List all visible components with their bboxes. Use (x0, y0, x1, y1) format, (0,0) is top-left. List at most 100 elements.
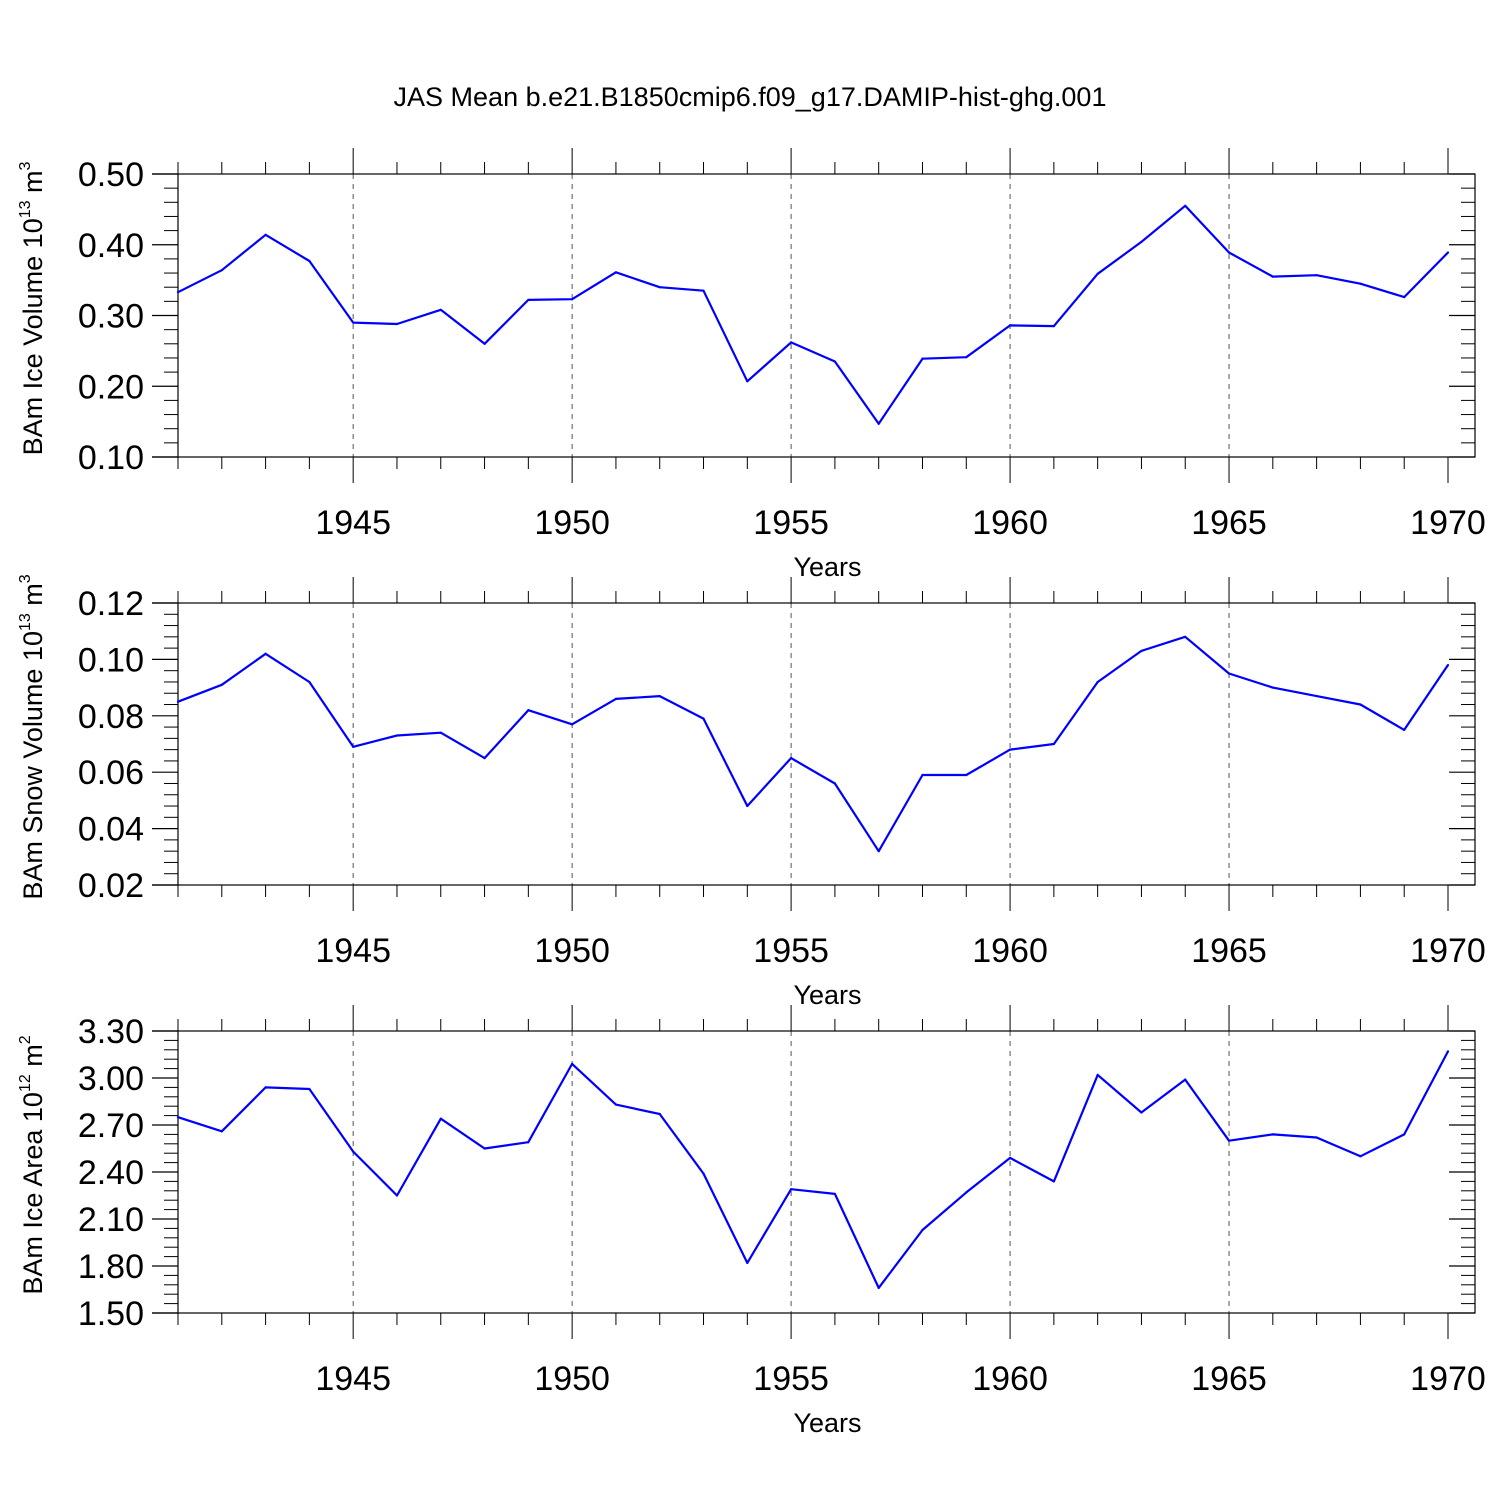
chart-1-series-line (177, 204, 1449, 425)
chart-3-point-1956 (833, 1192, 836, 1196)
chart-1-point-1963 (1140, 240, 1143, 244)
chart-1-point-1967 (1315, 274, 1318, 277)
chart-3-point-1944 (308, 1087, 311, 1091)
chart-3-point-1948 (483, 1147, 486, 1150)
chart-2-point-1964 (1184, 635, 1187, 638)
ice-area-panel: 1.50 1.80 2.10 2.40 2.70 3.00 3.30 1945 1950 1955… (17, 1005, 1486, 1438)
chart-3-xtick-label-1945: 1945 (315, 1360, 391, 1398)
chart-1-point-1941 (176, 291, 180, 294)
chart-2-point-1962 (1096, 680, 1099, 684)
chart-2-point-1945 (352, 745, 355, 748)
chart-2-ytick-label-0.04: 0.04 (78, 811, 144, 849)
chart-1-xlabel: Years (793, 552, 861, 582)
chart-2-point-1965 (1227, 672, 1231, 675)
chart-1-ylabel-exp: 13 (17, 200, 34, 218)
chart-1-point-1950 (571, 298, 574, 301)
chart-1-ytick-label-0.50: 0.50 (78, 156, 144, 194)
chart-3-ytick-label-2.70: 2.70 (78, 1107, 144, 1145)
chart-3-point-1953 (702, 1172, 705, 1175)
chart-3-point-1945 (352, 1150, 355, 1153)
chart-1-ylabel-unit: m (18, 170, 48, 200)
chart-1-point-1957 (877, 422, 880, 425)
chart-3-point-1950 (571, 1062, 574, 1065)
chart-3-point-1965 (1227, 1139, 1231, 1142)
chart-3-xtick-label-1960: 1960 (972, 1360, 1048, 1398)
chart-2-xtick-label-1950: 1950 (534, 932, 610, 970)
chart-2-point-1941 (176, 700, 180, 703)
chart-1-xtick-label-1965: 1965 (1191, 504, 1267, 542)
chart-3-point-1947 (439, 1117, 442, 1120)
chart-3-point-1954 (746, 1261, 749, 1264)
chart-2-point-1943 (264, 652, 267, 655)
chart-1-point-1966 (1271, 275, 1274, 278)
chart-2-xtick-label-1955: 1955 (753, 932, 829, 970)
chart-3-ytick-label-3.30: 3.30 (78, 1013, 144, 1051)
chart-1-xtick-label-1970: 1970 (1410, 504, 1486, 542)
chart-2-point-1955 (790, 757, 793, 760)
chart-1-point-1961 (1052, 325, 1055, 328)
chart-3-point-1942 (220, 1130, 223, 1133)
chart-2-point-1961 (1052, 742, 1055, 746)
chart-3-xtick-label-1965: 1965 (1191, 1360, 1267, 1398)
chart-3-point-1964 (1184, 1078, 1187, 1081)
ice-volume-panel: 0.10 0.20 0.30 0.40 0.50 1945 1950 1955 1960 1965… (17, 148, 1486, 582)
chart-2-point-1956 (833, 782, 836, 785)
chart-1-frame (177, 173, 1476, 458)
chart-1-ytick-label-0.20: 0.20 (78, 368, 144, 406)
chart-1-ylabel: BAm Ice Volume 1013 m3 (17, 161, 48, 455)
chart-3-xlabel: Years (793, 1408, 861, 1438)
chart-2-point-1944 (308, 680, 311, 684)
chart-2-point-1970 (1446, 663, 1450, 667)
chart-3-point-1966 (1271, 1133, 1274, 1136)
chart-3-point-1968 (1359, 1155, 1362, 1158)
chart-2-series-line (177, 635, 1449, 853)
chart-2-point-1950 (571, 723, 574, 726)
chart-2-point-1967 (1315, 694, 1318, 698)
chart-3-point-1959 (965, 1191, 968, 1194)
chart-1-point-1944 (308, 259, 311, 263)
chart-1-point-1965 (1227, 251, 1231, 254)
chart-2-xtick-label-1965: 1965 (1191, 932, 1267, 970)
chart-3-point-1970 (1446, 1050, 1450, 1053)
chart-3-point-1943 (264, 1086, 267, 1089)
chart-3-point-1958 (921, 1228, 924, 1232)
chart-2-point-1952 (658, 694, 661, 698)
chart-2-point-1957 (877, 850, 880, 853)
chart-3-ylabel-unit-exp: 2 (17, 1035, 34, 1044)
chart-1-point-1949 (527, 298, 530, 302)
chart-3-point-1946 (395, 1194, 399, 1197)
snow-volume-panel: 0.02 0.04 0.06 0.08 0.10 0.12 1945 1950 1955 1960… (17, 574, 1486, 1010)
chart-2-xlabel: Years (793, 980, 861, 1010)
chart-3-point-1962 (1096, 1073, 1099, 1076)
chart-3-ylabel-unit: m (18, 1044, 48, 1074)
chart-3-ytick-label-2.40: 2.40 (78, 1154, 144, 1192)
chart-1-point-1969 (1403, 296, 1406, 299)
chart-3-xtick-label-1950: 1950 (534, 1360, 610, 1398)
chart-2-point-1948 (483, 757, 486, 760)
chart-1-ytick-label-0.40: 0.40 (78, 227, 144, 265)
chart-3-xtick-label-1970: 1970 (1410, 1360, 1486, 1398)
chart-3-ytick-label-1.80: 1.80 (78, 1248, 144, 1286)
chart-1-point-1962 (1096, 272, 1099, 275)
chart-2-point-1959 (965, 773, 968, 777)
chart-2-ylabel-unit: m (18, 583, 48, 613)
chart-1-ylabel-unit-exp: 3 (17, 161, 34, 170)
chart-1-point-1954 (746, 380, 749, 383)
chart-1-point-1964 (1184, 204, 1187, 207)
chart-2-xtick-label-1945: 1945 (315, 932, 391, 970)
chart-3-point-1960 (1008, 1156, 1012, 1159)
chart-2-point-1960 (1008, 748, 1012, 751)
chart-title: JAS Mean b.e21.B1850cmip6.f09_g17.DAMIP-… (393, 82, 1107, 112)
chart-3-ylabel-exp: 12 (17, 1074, 34, 1092)
chart-2-point-1968 (1359, 703, 1362, 706)
chart-2-point-1954 (746, 804, 749, 808)
chart-2-point-1942 (220, 683, 223, 686)
chart-2-ylabel-text: BAm Snow Volume 10 (18, 631, 48, 900)
chart-2-ylabel-exp: 13 (17, 613, 34, 631)
chart-1-xtick-label-1950: 1950 (534, 504, 610, 542)
chart-2-xtick-label-1960: 1960 (972, 932, 1048, 970)
chart-3-point-1951 (614, 1103, 618, 1106)
chart-1-point-1958 (921, 357, 924, 360)
chart-3-point-1949 (527, 1141, 530, 1144)
chart-2-xtick-label-1970: 1970 (1410, 932, 1486, 970)
